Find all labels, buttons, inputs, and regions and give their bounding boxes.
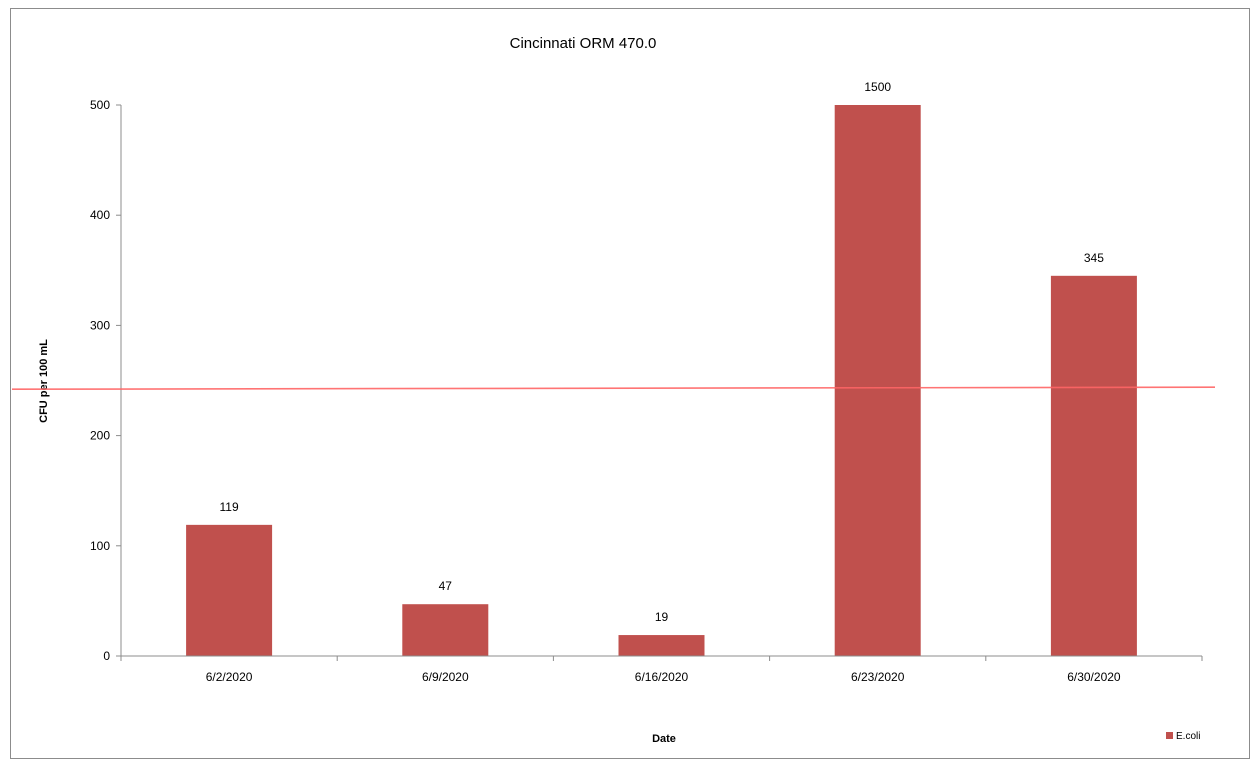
bar [402, 604, 489, 656]
data-label: 345 [1084, 251, 1104, 265]
bar [1050, 275, 1137, 656]
reference-line [11, 386, 1216, 391]
bar [834, 105, 921, 656]
data-label: 1500 [864, 80, 891, 94]
y-axis-title: CFU per 100 mL [38, 339, 50, 423]
x-tick-label: 6/30/2020 [1067, 670, 1121, 684]
x-tick-label: 6/9/2020 [422, 670, 469, 684]
x-tick-label: 6/2/2020 [206, 670, 253, 684]
legend: E.coli [1166, 731, 1200, 742]
data-label: 47 [439, 579, 453, 593]
legend-label-ecoli: E.coli [1176, 731, 1200, 742]
x-axis-title: Date [652, 733, 676, 745]
y-tick-label: 200 [90, 429, 110, 443]
y-tick-label: 300 [90, 318, 110, 332]
data-label: 19 [655, 610, 669, 624]
bar [618, 635, 705, 656]
x-tick-label: 6/16/2020 [635, 670, 689, 684]
y-tick-label: 100 [90, 539, 110, 553]
y-tick-label: 500 [90, 98, 110, 112]
chart-title: Cincinnati ORM 470.0 [510, 35, 657, 52]
legend-swatch-ecoli [1166, 732, 1173, 739]
data-label: 119 [220, 500, 239, 514]
plot-area: 0 100 200 300 400 500 119 47 19 1500 345 6/2/2020 6/… [11, 80, 1216, 684]
bar [186, 524, 273, 656]
y-tick-label: 400 [90, 208, 110, 222]
y-tick-label: 0 [103, 649, 110, 663]
x-tick-label: 6/23/2020 [851, 670, 905, 684]
